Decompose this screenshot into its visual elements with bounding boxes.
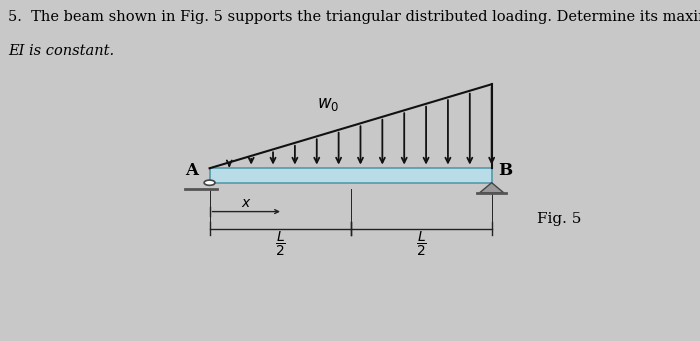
Text: A: A <box>185 162 197 179</box>
Text: $\dfrac{L}{2}$: $\dfrac{L}{2}$ <box>416 230 426 258</box>
Text: $\dfrac{L}{2}$: $\dfrac{L}{2}$ <box>274 230 286 258</box>
Text: EI is constant.: EI is constant. <box>8 44 115 58</box>
Text: B: B <box>498 162 512 179</box>
Polygon shape <box>209 168 491 183</box>
Text: 5.  The beam shown in Fig. 5 supports the triangular distributed loading. Determ: 5. The beam shown in Fig. 5 supports the… <box>8 10 700 24</box>
Text: Fig. 5: Fig. 5 <box>538 212 582 226</box>
Circle shape <box>204 180 215 186</box>
Text: $w_0$: $w_0$ <box>317 96 339 113</box>
Polygon shape <box>480 183 503 193</box>
Text: $x$: $x$ <box>241 196 251 210</box>
